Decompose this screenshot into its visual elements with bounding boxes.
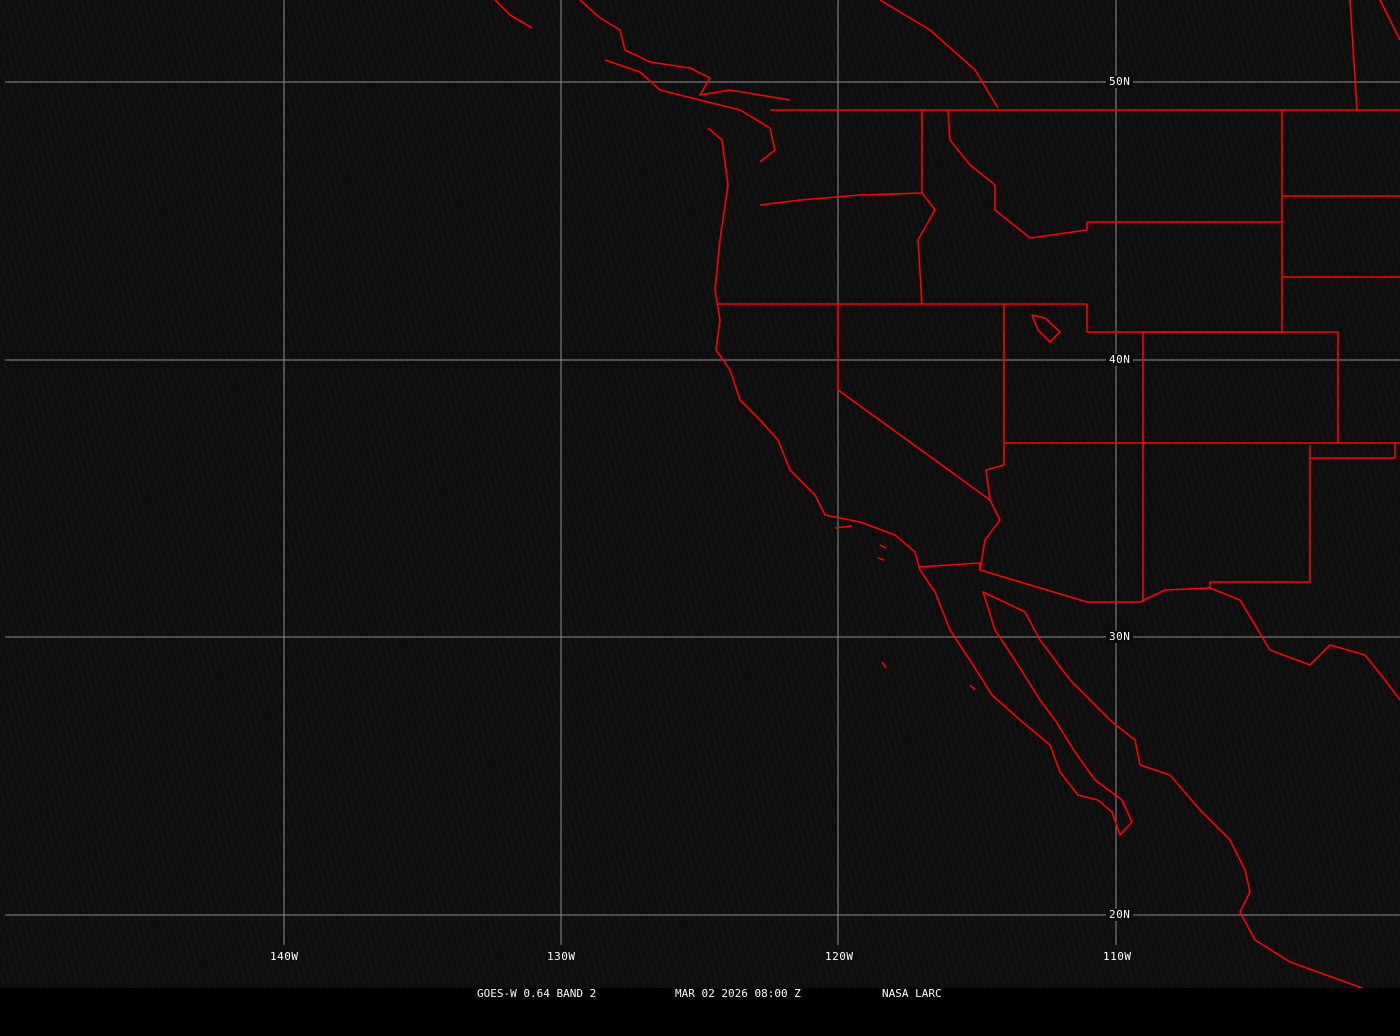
lon-label-140w: 140W <box>270 950 299 963</box>
caption-bar: GOES-W 0.64 BAND 2 MAR 02 2026 08:00 Z N… <box>0 988 1400 1000</box>
lon-label-130w: 130W <box>547 950 576 963</box>
map-overlay <box>5 0 1400 988</box>
coastlines <box>494 0 1400 988</box>
california-nevada-border <box>837 304 1005 571</box>
rio-grande <box>1209 587 1400 701</box>
pacific-coast <box>707 127 1363 988</box>
lon-label-110w: 110W <box>1103 950 1132 963</box>
bc-coast <box>494 0 791 163</box>
utah-colorado-borders <box>1004 331 1400 602</box>
channel-islands <box>834 525 976 691</box>
satellite-image <box>0 0 1400 988</box>
washington-idaho-border <box>917 110 936 305</box>
product-label: GOES-W 0.64 BAND 2 <box>477 987 597 1000</box>
datetime-label: MAR 02 2026 08:00 Z <box>675 987 801 1000</box>
dakotas-nebraska-borders <box>1282 195 1400 278</box>
canada-north <box>879 0 1400 111</box>
lat-lon-grid <box>5 0 1400 945</box>
great-salt-lake <box>1031 314 1061 343</box>
political-boundaries <box>718 109 1400 701</box>
lon-label-120w: 120W <box>825 950 854 963</box>
lat-label-40n: 40N <box>1106 354 1134 366</box>
washington-oregon-border <box>759 192 923 206</box>
idaho-montana-border <box>947 109 1088 239</box>
us-mexico-border <box>917 562 1211 603</box>
lat-label-50n: 50N <box>1106 76 1134 88</box>
source-label: NASA LARC <box>882 987 942 1000</box>
lat-label-30n: 30N <box>1106 631 1134 643</box>
new-mexico-texas-border <box>1209 443 1396 588</box>
lat-label-20n: 20N <box>1106 909 1134 921</box>
